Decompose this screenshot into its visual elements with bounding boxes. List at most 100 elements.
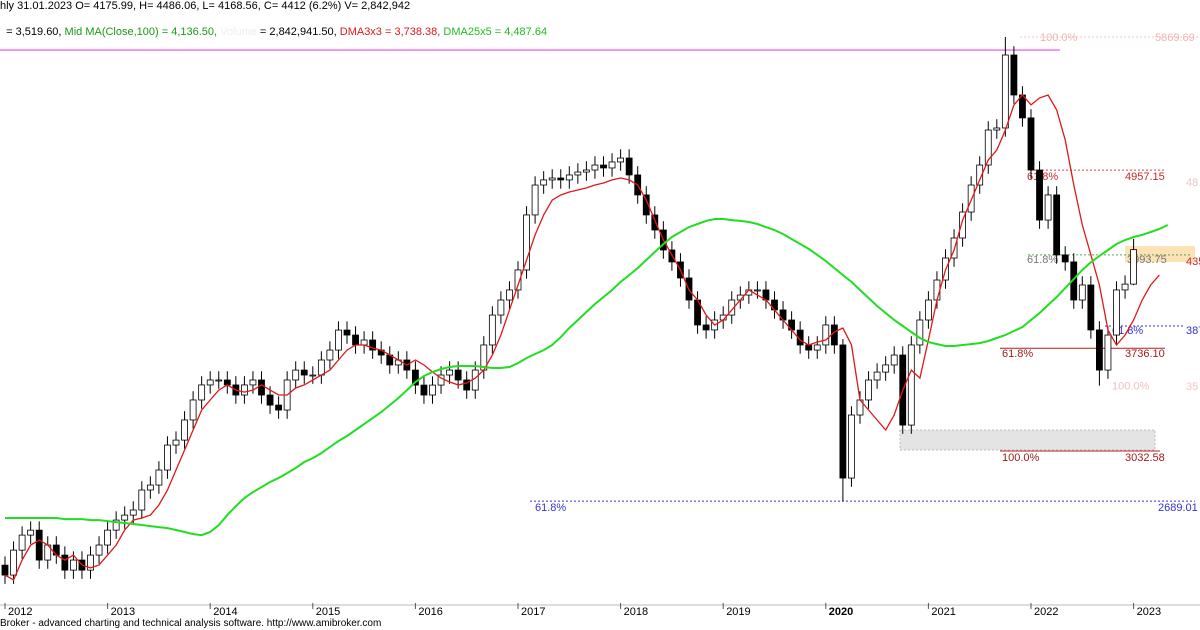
- candle-body: [454, 369, 462, 381]
- band: [1125, 246, 1195, 263]
- candle-body: [523, 214, 530, 271]
- candle-body: [1053, 194, 1061, 256]
- level-percent: 100.0%: [1040, 32, 1078, 44]
- x-tick-label: 2017: [521, 606, 545, 618]
- candle-body: [548, 177, 556, 181]
- level-percent: 61.8%: [1002, 348, 1033, 360]
- candle-body: [583, 169, 590, 173]
- header-line: = 3,519.60, Mid MA(Close,100) = 4,136.50…: [0, 13, 547, 39]
- x-tick-label: 2015: [316, 606, 340, 618]
- header-part: = 2,842,941.50,: [256, 26, 340, 38]
- candle-body: [1044, 194, 1052, 221]
- candle-body: [984, 129, 992, 166]
- indicator-line: [4, 94, 1160, 581]
- level-percent: 61.8%: [535, 502, 566, 514]
- candle-body: [822, 324, 830, 346]
- candle-body: [95, 544, 103, 556]
- candle-body: [702, 324, 710, 331]
- candle-body: [240, 384, 248, 396]
- candle-body: [865, 379, 872, 401]
- candle-body: [70, 559, 77, 571]
- level-price: 3736.10: [1125, 348, 1165, 360]
- candle-body: [155, 469, 163, 486]
- candle-body: [514, 269, 522, 291]
- candle-body: [27, 529, 35, 536]
- header-line: hly 31.01.2023 O= 4175.99, H= 4486.06, L…: [0, 0, 411, 12]
- x-tick-label: 2018: [624, 606, 648, 618]
- candle-body: [1001, 54, 1009, 129]
- x-tick-label: 2012: [8, 606, 32, 618]
- candle-body: [61, 554, 69, 571]
- axis-label-clipped: 48: [1186, 177, 1198, 189]
- candle-body: [129, 509, 137, 516]
- candle-body: [642, 194, 650, 216]
- candle-body: [181, 419, 188, 441]
- candle-body: [591, 164, 599, 171]
- candle-body: [1, 564, 9, 576]
- candle-body: [146, 484, 154, 491]
- candle-body: [488, 314, 496, 346]
- candle-body: [890, 354, 898, 366]
- candle-body: [206, 379, 214, 386]
- candle-body: [1027, 117, 1035, 171]
- candle-body: [531, 184, 539, 216]
- footer: Broker - advanced charting and technical…: [0, 618, 382, 629]
- candle-body: [848, 414, 855, 479]
- candle-body: [249, 379, 257, 386]
- candle-body: [907, 344, 915, 426]
- candle-body: [1130, 249, 1137, 285]
- header-part: Volume: [220, 26, 257, 38]
- candle-body: [779, 309, 787, 321]
- x-tick-label: 2020: [829, 606, 853, 618]
- candle-body: [600, 164, 607, 169]
- candle-body: [1104, 334, 1112, 371]
- candle-body: [557, 177, 565, 181]
- axis-label-clipped: 435: [1186, 256, 1200, 268]
- candle-body: [309, 374, 317, 377]
- level-price: 5869.69: [1155, 32, 1195, 44]
- x-tick-label: 2023: [1137, 606, 1161, 618]
- header-part: DMA25x5 = 4,487.64: [443, 26, 548, 38]
- x-tick-label: 2014: [213, 606, 237, 618]
- level-price: 3032.58: [1125, 452, 1165, 464]
- candle-body: [506, 289, 513, 301]
- candle-body: [1113, 289, 1120, 336]
- candle-body: [172, 439, 180, 446]
- candle-body: [1096, 329, 1103, 371]
- candle-body: [916, 319, 924, 346]
- candle-body: [617, 157, 624, 163]
- candle-body: [317, 359, 325, 376]
- candle-body: [882, 364, 890, 373]
- candle-body: [292, 369, 300, 381]
- candle-body: [343, 329, 351, 336]
- candle-body: [360, 339, 368, 346]
- candle-body: [1078, 284, 1086, 301]
- candle-body: [1010, 54, 1018, 96]
- candle-body: [754, 289, 761, 292]
- candle-body: [805, 344, 813, 351]
- candle-body: [933, 279, 941, 301]
- candle-body: [164, 444, 171, 471]
- candle-body: [1121, 283, 1129, 291]
- x-tick-label: 2013: [111, 606, 135, 618]
- candle-body: [189, 399, 197, 421]
- candle-body: [35, 529, 43, 561]
- candle-body: [497, 299, 505, 316]
- candle-body: [87, 554, 94, 571]
- candle-body: [369, 339, 377, 351]
- indicator-line: [5, 218, 1169, 537]
- candle-body: [104, 529, 111, 546]
- x-tick-label: 2021: [931, 606, 955, 618]
- candle-body: [830, 324, 838, 346]
- candle-body: [993, 127, 1001, 131]
- candle-body: [651, 214, 659, 231]
- candle-body: [198, 384, 206, 401]
- axis-label-clipped: 35: [1186, 381, 1198, 393]
- candle-body: [1036, 169, 1043, 221]
- candle-body: [335, 329, 342, 351]
- candle-body: [574, 171, 582, 176]
- candle-body: [258, 379, 265, 396]
- candle-body: [1061, 254, 1069, 263]
- candle-body: [565, 174, 573, 181]
